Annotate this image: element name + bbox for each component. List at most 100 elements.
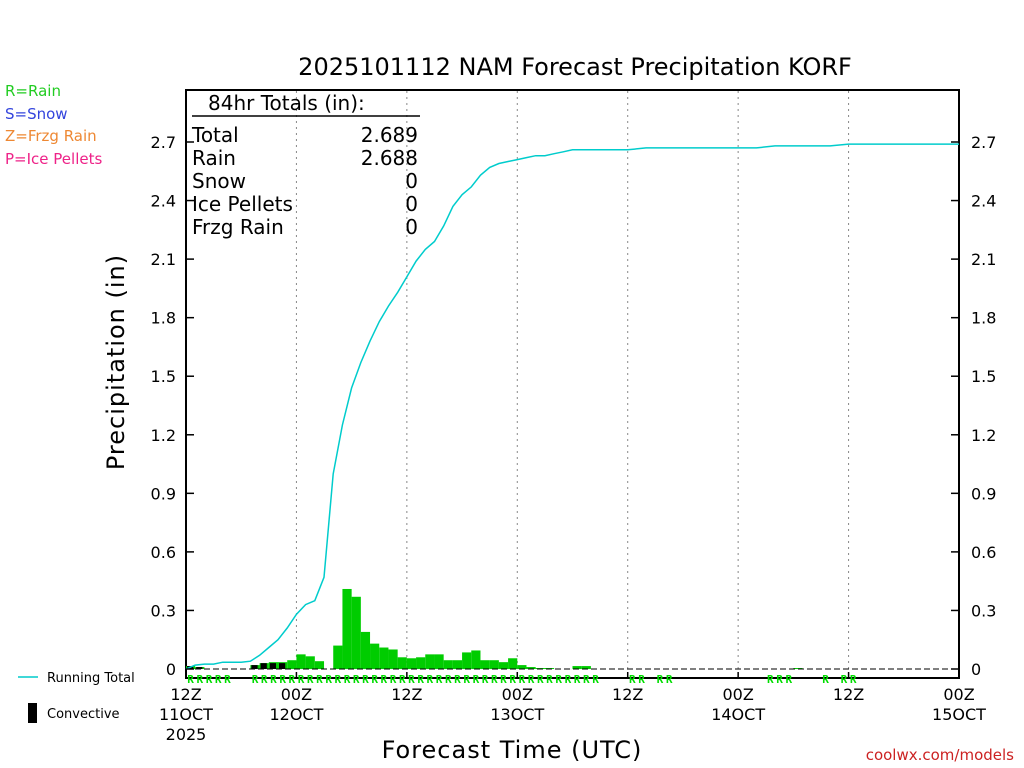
rain-marker: R — [399, 673, 406, 686]
y-tick-label: 2.1 — [971, 250, 996, 269]
rain-marker: R — [491, 673, 498, 686]
y-tick-label: 2.7 — [971, 133, 996, 152]
rain-marker: R — [371, 673, 378, 686]
x-tick-label: 14OCT — [711, 705, 765, 724]
rain-marker: R — [187, 673, 194, 686]
y-tick-label: 2.7 — [151, 133, 176, 152]
precip-bar — [360, 631, 371, 669]
y-tick-label: 2.1 — [151, 250, 176, 269]
grid-lines — [295, 91, 850, 677]
x-tick-label: 13OCT — [490, 705, 544, 724]
y-axis-right-ticks: 0 0.3 0.6 0.9 1.2 1.5 1.8 2.1 2.4 2.7 — [951, 133, 996, 679]
precip-bar — [305, 656, 315, 669]
x-tick-label: 12OCT — [269, 705, 323, 724]
y-tick-label: 1.5 — [151, 367, 176, 386]
totals-value-snow: 0 — [405, 169, 418, 193]
x-tick-label: 2025 — [166, 725, 207, 744]
precip-bar — [489, 660, 499, 669]
rain-marker: R — [408, 673, 415, 686]
rain-marker: R — [500, 673, 507, 686]
rain-marker: R — [196, 673, 203, 686]
x-tick-label: 12Z — [833, 685, 864, 704]
y-axis-left-ticks: 0 0.3 0.6 0.9 1.2 1.5 1.8 2.1 2.4 2.7 — [151, 133, 194, 679]
convective-bar — [260, 663, 267, 669]
y-tick-label: 0.3 — [151, 601, 176, 620]
rain-marker: R — [252, 673, 259, 686]
precip-bar — [462, 652, 472, 669]
y-tick-label: 0 — [971, 660, 981, 679]
precip-bar — [351, 596, 361, 669]
type-legend: R=Rain S=Snow Z=Frzg Rain P=Ice Pellets — [5, 82, 102, 168]
rain-marker: R — [666, 673, 673, 686]
precip-bar — [517, 665, 527, 669]
rain-marker: R — [583, 673, 590, 686]
rain-marker: R — [776, 673, 783, 686]
x-tick-label: 12Z — [170, 685, 201, 704]
precip-bar — [452, 660, 463, 669]
rain-marker: R — [417, 673, 424, 686]
convective-bar — [269, 663, 277, 669]
precip-bar — [397, 657, 407, 669]
precip-bar — [406, 658, 417, 669]
x-axis-label: Forecast Time (UTC) — [382, 736, 643, 764]
rain-marker: R — [427, 673, 434, 686]
y-tick-label: 1.2 — [151, 426, 176, 445]
rain-marker: R — [381, 673, 388, 686]
y-tick-label: 1.8 — [151, 309, 176, 328]
rain-marker: R — [574, 673, 581, 686]
precip-bar — [379, 647, 389, 669]
legend-freezing-rain: Z=Frzg Rain — [5, 127, 97, 145]
rain-marker: R — [445, 673, 452, 686]
legend-convective: Convective — [47, 707, 120, 722]
precip-bar — [526, 667, 536, 669]
credit-text: coolwx.com/models — [866, 746, 1014, 764]
totals-label-ice-pellets: Ice Pellets — [192, 192, 293, 216]
rain-marker: R — [546, 673, 553, 686]
precip-bar — [342, 588, 352, 669]
rain-marker: R — [519, 673, 526, 686]
rain-marker: R — [841, 673, 848, 686]
rain-marker: R — [362, 673, 369, 686]
plot-frame — [185, 89, 960, 679]
precip-bar — [471, 650, 481, 669]
rain-marker: R — [555, 673, 562, 686]
totals-label-rain: Rain — [192, 146, 236, 170]
rain-marker: R — [390, 673, 397, 686]
rain-marker: R — [528, 673, 535, 686]
totals-header: 84hr Totals (in): — [208, 91, 365, 115]
x-tick-label: 00Z — [943, 685, 974, 704]
rain-marker: R — [537, 673, 544, 686]
series-legend: Running Total Convective — [18, 671, 135, 723]
x-tick-label: 11OCT — [159, 705, 213, 724]
rain-marker: R — [206, 673, 213, 686]
y-tick-label: 1.2 — [971, 426, 996, 445]
precip-bar — [333, 645, 343, 669]
totals-value-total: 2.689 — [361, 123, 418, 147]
rain-marker: R — [436, 673, 443, 686]
rain-marker: R — [279, 673, 286, 686]
y-tick-label: 0.6 — [151, 543, 176, 562]
rain-marker: R — [289, 673, 296, 686]
rain-marker: R — [463, 673, 470, 686]
rain-marker: R — [629, 673, 636, 686]
y-tick-label: 2.4 — [151, 192, 176, 211]
rain-marker: R — [261, 673, 268, 686]
precip-bar — [434, 654, 444, 669]
rain-marker: R — [215, 673, 222, 686]
rain-marker: R — [565, 673, 572, 686]
rain-marker: R — [592, 673, 599, 686]
precip-bar — [388, 649, 398, 669]
legend-snow: S=Snow — [5, 105, 68, 123]
precip-bar — [287, 660, 297, 669]
convective-bar — [196, 667, 203, 669]
rain-marker: R — [325, 673, 332, 686]
precip-bar — [416, 657, 426, 669]
totals-value-frzg-rain: 0 — [405, 215, 418, 239]
totals-value-rain: 2.688 — [361, 146, 418, 170]
y-tick-label: 1.8 — [971, 309, 996, 328]
precip-bar — [572, 666, 582, 669]
y-tick-label: 0.9 — [151, 484, 176, 503]
rain-marker: R — [316, 673, 323, 686]
